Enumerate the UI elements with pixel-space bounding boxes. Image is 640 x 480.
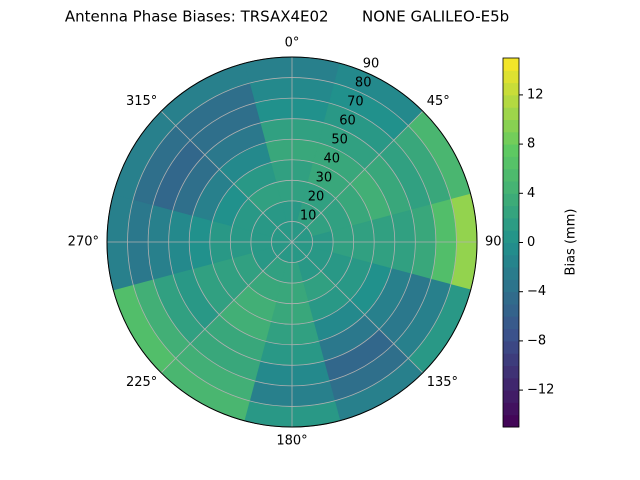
radial-tick-label: 20	[308, 190, 325, 205]
colorbar-band	[503, 316, 519, 330]
colorbar-band	[503, 94, 519, 108]
chart-title: Antenna Phase Biases: TRSAX4E02 NONE GAL…	[65, 8, 509, 26]
angular-tick-label: 315°	[126, 94, 157, 109]
radial-tick-label: 10	[300, 209, 317, 224]
angular-grid-line	[160, 241, 293, 374]
colorbar-band	[503, 267, 519, 280]
radial-tick-label: 80	[355, 76, 372, 91]
colorbar-band	[503, 328, 519, 342]
colorbar-tick-label: 4	[527, 186, 535, 201]
angular-tick-label: 180°	[276, 434, 307, 449]
colorbar-label: Bias (mm)	[564, 209, 579, 276]
radial-tick-label: 90	[363, 57, 380, 72]
angular-tick-label: 135°	[427, 375, 458, 390]
colorbar-band	[503, 340, 519, 354]
angular-tick-label: 45°	[427, 94, 450, 109]
colorbar-band	[503, 402, 519, 416]
polar-frame	[106, 56, 478, 428]
colorbar-band	[503, 82, 519, 96]
colorbar-band	[503, 390, 519, 403]
colorbar-tick-label: −4	[527, 284, 546, 299]
colorbar-band	[503, 353, 519, 366]
colorbar-tick-label: 8	[527, 137, 535, 152]
colorbar-band	[503, 242, 519, 256]
colorbar-band	[503, 70, 519, 84]
colorbar-band	[503, 58, 519, 71]
colorbar-tick-label: 12	[527, 87, 544, 102]
colorbar-band	[503, 156, 519, 170]
angular-tick-label: 270°	[68, 235, 99, 250]
angular-grid-line	[160, 110, 293, 243]
colorbar-band	[503, 254, 519, 268]
colorbar-tick-label: −12	[527, 383, 554, 398]
colorbar-band	[503, 414, 519, 428]
radial-tick-label: 40	[323, 152, 340, 167]
radial-tick-label: 60	[339, 114, 356, 129]
colorbar-band	[503, 131, 519, 145]
angular-grid-line	[291, 241, 424, 374]
colorbar-band	[503, 205, 519, 219]
colorbar-tick-label: 0	[527, 235, 535, 250]
angular-tick-label: 0°	[285, 36, 300, 51]
colorbar-band	[503, 193, 519, 207]
colorbar-band	[503, 181, 519, 194]
colorbar-band	[503, 230, 519, 243]
colorbar-band	[503, 365, 519, 379]
colorbar-band	[503, 107, 519, 120]
colorbar-band	[503, 377, 519, 391]
colorbar-tick-label: −8	[527, 333, 546, 348]
colorbar-band	[503, 279, 519, 293]
angular-tick-label: 225°	[126, 375, 157, 390]
colorbar-band	[503, 291, 519, 305]
colorbar-band	[503, 144, 519, 157]
colorbar-band	[503, 304, 519, 317]
radial-tick-label: 70	[347, 95, 364, 110]
radial-tick-label: 50	[331, 133, 348, 148]
angular-tick-label: 90°	[485, 235, 508, 250]
angular-grid-line	[291, 110, 424, 243]
colorbar-band	[503, 119, 519, 133]
colorbar-band	[503, 217, 519, 231]
colorbar-band	[503, 168, 519, 182]
radial-tick-label: 30	[316, 171, 333, 186]
